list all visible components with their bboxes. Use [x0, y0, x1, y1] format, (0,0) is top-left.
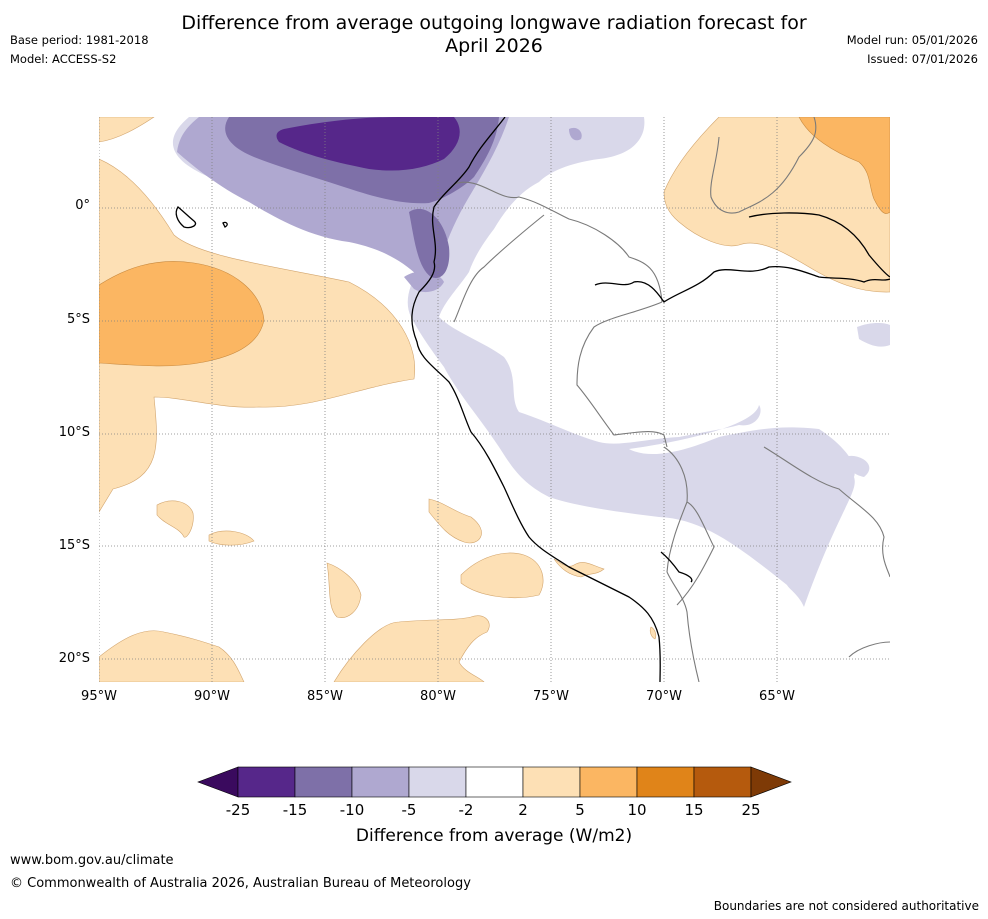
country-borders: [453, 117, 890, 682]
lat-label-20s: 20°S: [58, 651, 90, 666]
footer-disclaimer: Boundaries are not considered authoritat…: [713, 899, 979, 913]
lat-label-10s: 10°S: [58, 425, 90, 440]
colorbar-tick: -5: [401, 801, 417, 819]
lon-label-70w: 70°W: [646, 689, 682, 704]
colorbar: [197, 766, 792, 798]
lat-label-5s: 5°S: [66, 312, 90, 327]
colorbar-tick: -2: [458, 801, 474, 819]
colorbar-label: Difference from average (W/m2): [355, 826, 633, 846]
colorbar-tick: -15: [282, 801, 308, 819]
footer-copyright: © Commonwealth of Australia 2026, Austra…: [10, 876, 471, 891]
colorbar-tick: 2: [518, 801, 528, 819]
colorbar-tick: 5: [575, 801, 585, 819]
lat-label-15s: 15°S: [58, 538, 90, 553]
lon-label-80w: 80°W: [420, 689, 456, 704]
coastline: [175, 117, 890, 682]
colorbar-tick: 15: [684, 801, 704, 819]
lon-label-95w: 95°W: [81, 689, 117, 704]
colorbar-tick: -10: [339, 801, 365, 819]
colorbar-extend-high: [750, 766, 792, 798]
lat-label-0: 0°: [75, 198, 90, 213]
positive-anomaly-core-west: [99, 261, 265, 367]
negative-anomaly-band: [172, 117, 855, 607]
colorbar-segment-7: [579, 766, 638, 798]
negative-anomaly-core: [276, 117, 460, 171]
issued-date: Issued: 07/01/2026: [867, 52, 978, 66]
colorbar-segment-5: [465, 766, 524, 798]
map-title: Difference from average outgoing longwav…: [181, 12, 807, 57]
lon-label-75w: 75°W: [533, 689, 569, 704]
model-run: Model run: 05/01/2026: [846, 33, 978, 47]
colorbar-segment-6: [522, 766, 581, 798]
graticule: [99, 117, 890, 682]
colorbar-tick: 10: [627, 801, 647, 819]
olr-anomaly-map: [99, 117, 890, 682]
lon-label-65w: 65°W: [759, 689, 795, 704]
colorbar-segment-1: [237, 766, 296, 798]
colorbar-segment-4: [408, 766, 467, 798]
colorbar-extend-low: [197, 766, 239, 798]
lon-label-90w: 90°W: [194, 689, 230, 704]
colorbar-tick: 25: [741, 801, 761, 819]
model-name: Model: ACCESS-S2: [10, 52, 117, 66]
colorbar-tick: -25: [225, 801, 251, 819]
colorbar-segment-9: [693, 766, 752, 798]
lon-label-85w: 85°W: [307, 689, 343, 704]
colorbar-segment-2: [294, 766, 353, 798]
colorbar-segment-3: [351, 766, 410, 798]
colorbar-segment-8: [636, 766, 695, 798]
footer-url[interactable]: www.bom.gov.au/climate: [10, 853, 174, 868]
base-period: Base period: 1981-2018: [10, 33, 149, 47]
